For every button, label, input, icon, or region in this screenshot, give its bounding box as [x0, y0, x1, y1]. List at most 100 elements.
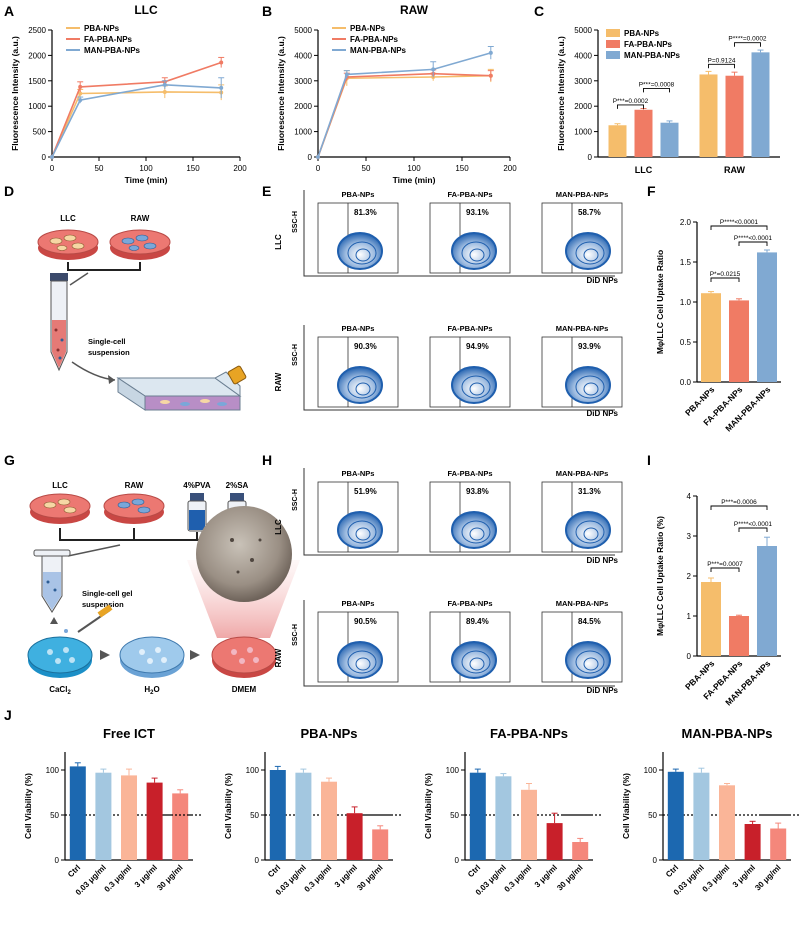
bar: [521, 789, 537, 860]
y-axis-label: Cell Viability (%): [23, 773, 33, 839]
flow-contour-mid: [347, 375, 377, 399]
flow-contour-mid: [347, 520, 377, 544]
bar: [172, 793, 189, 860]
y-tick-label: 5000: [294, 26, 312, 35]
h2o-label: H2O: [144, 685, 159, 696]
flow-plot-title: MAN-PBA-NPs: [556, 599, 609, 608]
x-tick-label: Ctrl: [466, 863, 482, 879]
x-tick-label: 30 μg/ml: [155, 863, 184, 892]
bar: [667, 771, 684, 860]
y-tick-label: 0.5: [680, 338, 692, 347]
x-tick-label: 100: [139, 164, 153, 173]
legend-swatch: [606, 51, 620, 59]
legend-label: FA-PBA-NPs: [84, 35, 133, 44]
bar: [69, 766, 86, 860]
flow-plot-title: MAN-PBA-NPs: [556, 190, 609, 199]
bar: [95, 772, 112, 860]
y-tick-label: 2.0: [680, 218, 692, 227]
legend-label: MAN-PBA-NPs: [624, 51, 681, 60]
data-point: [162, 82, 167, 87]
x-tick-label: LLC: [635, 165, 653, 175]
y-tick-label: 2500: [28, 26, 46, 35]
flow-contour-mid: [347, 241, 377, 265]
flow-contour-inner: [583, 527, 599, 541]
y-axis-label: Cell Viability (%): [223, 773, 233, 839]
significance-label: P***=0.0006: [721, 499, 757, 506]
bar: [346, 813, 363, 860]
flow-plot: PBA-NPs 90.3%: [317, 324, 399, 408]
cacl2-label: CaCl2: [49, 685, 71, 696]
panel-e-x-label-2: DiD NPs: [586, 409, 618, 418]
panel-letter-j: J: [4, 707, 12, 723]
y-tick-label: 1000: [28, 102, 46, 111]
flow-contour-mid: [461, 520, 491, 544]
bar: [744, 824, 761, 860]
chart-c: 0 1000 2000 3000 4000 5000 Fluorescence Intens…: [556, 26, 780, 175]
bar: [729, 616, 749, 656]
x-tick-label: 50: [362, 164, 371, 173]
flow-contour-mid: [461, 650, 491, 674]
bar: [701, 293, 721, 382]
x-tick-label: 0: [50, 164, 55, 173]
x-tick-label: 150: [455, 164, 469, 173]
bar: [693, 772, 710, 860]
y-tick-label: 0: [455, 856, 460, 865]
y-tick-label: 1.5: [680, 258, 692, 267]
y-tick-label: 50: [50, 811, 59, 820]
y-tick-label: 1.0: [680, 298, 692, 307]
significance-bracket: [643, 87, 670, 93]
data-point: [78, 91, 83, 96]
y-axis-label: Fluorescence Intensity (a.u.): [10, 36, 20, 151]
data-point: [344, 72, 349, 77]
panel-e-y-label-1: SSC-H: [292, 211, 299, 233]
y-tick-label: 1000: [294, 128, 312, 137]
bar: [146, 782, 163, 860]
dmem-label: DMEM: [232, 685, 257, 694]
panel-h-x-label-1: DiD NPs: [586, 556, 618, 565]
flow-contour-inner: [355, 527, 371, 541]
series-line: [317, 52, 492, 158]
flow-contour-mid: [575, 375, 605, 399]
flow-plot: FA-PBA-NPs 89.4%: [429, 599, 511, 683]
y-tick-label: 50: [250, 811, 259, 820]
data-point: [316, 155, 320, 159]
panel-d-dish2-label: RAW: [131, 214, 150, 223]
panel-letter-f: F: [647, 183, 656, 199]
series-line: [51, 61, 222, 158]
x-tick-label: Ctrl: [266, 863, 282, 879]
culture-flask-icon: [116, 365, 247, 411]
y-axis-label: Cell Viability (%): [621, 773, 631, 839]
bar: [751, 52, 770, 157]
flow-plot-title: MAN-PBA-NPs: [556, 324, 609, 333]
chart-j3: FA-PBA-NPs 0 50 100 Cell Viability (%) Ctrl 0.…: [423, 726, 601, 897]
chart-b: RAW 0 1000 2000 3000 4000 5000 0 50 100 150 200 Time…: [276, 3, 517, 185]
x-tick-label: Ctrl: [664, 863, 680, 879]
flow-gate-percent: 31.3%: [578, 487, 601, 496]
bar: [701, 582, 721, 656]
legend-swatch: [606, 29, 620, 37]
flow-plot-title: PBA-NPs: [342, 190, 375, 199]
dmem-dish-icon: [211, 636, 277, 678]
flow-plot: FA-PBA-NPs 93.1%: [429, 190, 511, 274]
flow-contour-outer: [451, 511, 497, 549]
x-tick-label: 150: [186, 164, 200, 173]
flow-gate-percent: 51.9%: [354, 487, 377, 496]
panel-h-row1-label: LLC: [274, 519, 283, 535]
legend-label: MAN-PBA-NPs: [84, 46, 141, 55]
flow-contour-mid: [461, 241, 491, 265]
flow-plot-title: FA-PBA-NPs: [447, 469, 492, 478]
bar: [608, 125, 627, 157]
y-tick-label: 50: [648, 811, 657, 820]
panel-d-dish1-label: LLC: [60, 214, 76, 223]
panel-g-tube-label-2: suspension: [82, 600, 124, 609]
flow-plot-title: FA-PBA-NPs: [447, 190, 492, 199]
significance-label: P****=0.0002: [728, 36, 767, 43]
y-tick-label: 50: [450, 811, 459, 820]
x-tick-label: 50: [95, 164, 104, 173]
panel-g-dish1-label: LLC: [52, 481, 68, 490]
flow-contour-outer: [337, 641, 383, 679]
flow-gate-percent: 94.9%: [466, 342, 489, 351]
panel-h-y-label-1: SSC-H: [292, 489, 299, 511]
significance-label: P****<0.0001: [734, 235, 773, 242]
flow-plot-title: FA-PBA-NPs: [447, 599, 492, 608]
